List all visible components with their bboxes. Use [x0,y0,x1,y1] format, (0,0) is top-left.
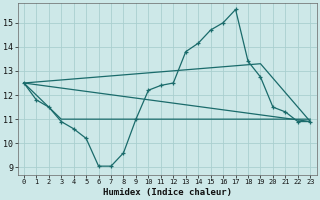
X-axis label: Humidex (Indice chaleur): Humidex (Indice chaleur) [103,188,232,197]
